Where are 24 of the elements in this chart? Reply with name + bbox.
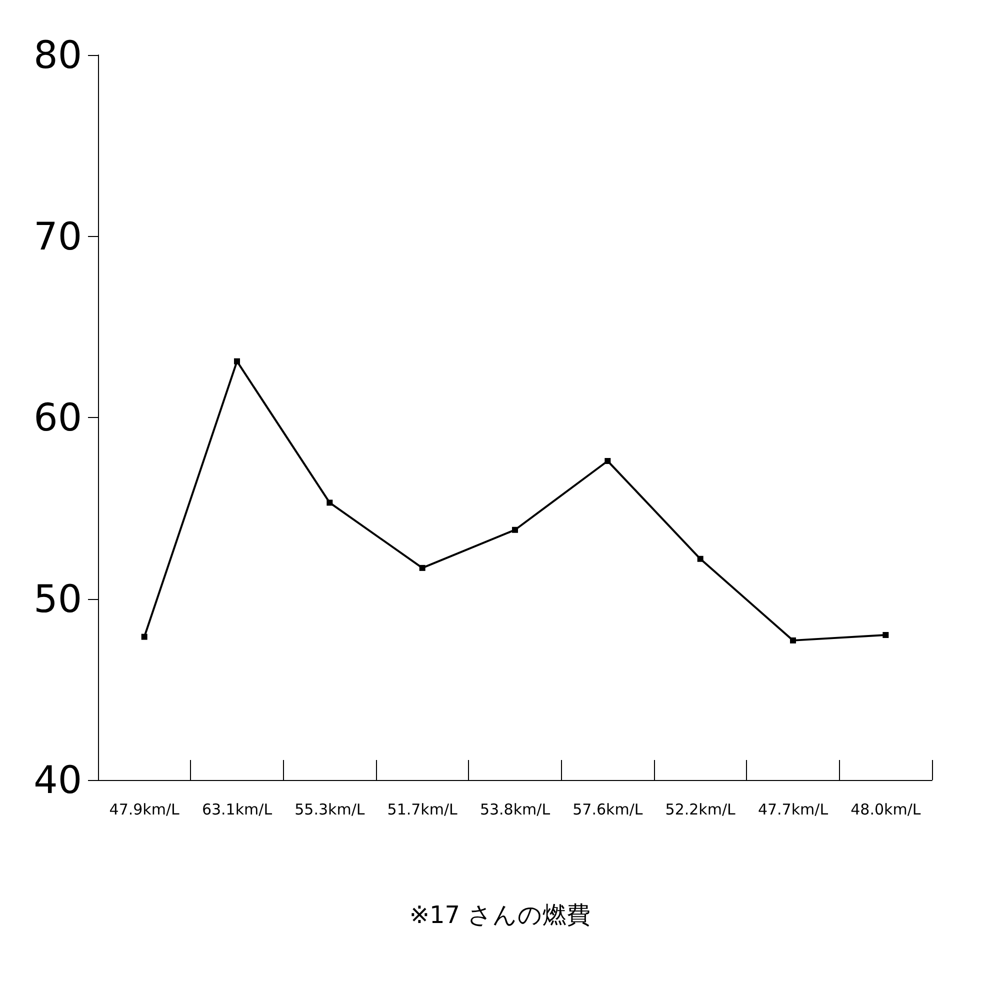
x-tick-label: 47.9km/L (109, 800, 180, 818)
y-tick-label: 70 (34, 214, 82, 258)
point (512, 526, 518, 533)
point (604, 458, 611, 464)
x-tick-label: 52.2km/L (665, 800, 736, 818)
point (326, 500, 333, 506)
x-tick-label: 63.1km/L (202, 800, 273, 818)
x-tick-label: 47.7km/L (758, 800, 829, 818)
point (882, 632, 889, 638)
x-tick-label: 51.7km/L (387, 800, 458, 818)
y-tick-label: 50 (34, 576, 82, 621)
point (141, 634, 148, 640)
x-tick-label: 55.3km/L (294, 800, 366, 818)
x-tick-label: 48.0km/L (850, 800, 922, 818)
y-tick-label: 40 (34, 758, 82, 802)
x-tick-label: 57.6km/L (572, 800, 644, 818)
point (697, 556, 704, 562)
point (790, 637, 796, 644)
point (419, 564, 426, 571)
text: ※17 さんの燃費 (409, 901, 591, 929)
x-tick-label: 53.8km/L (480, 800, 551, 818)
y-tick-label: 80 (34, 33, 82, 77)
y-tick-label: 60 (34, 396, 82, 440)
point (234, 358, 240, 364)
